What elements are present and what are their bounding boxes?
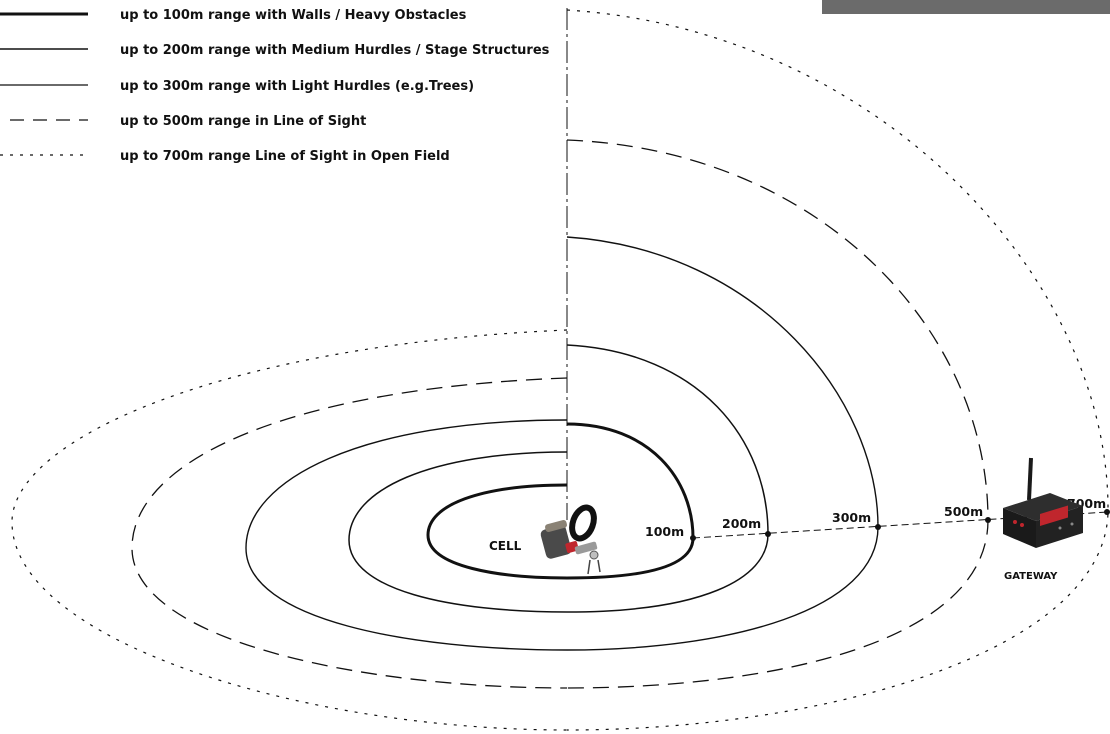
marker-100m [690, 535, 696, 541]
range-contour-700m [11, 9, 1109, 731]
range-label-300m: 300m [832, 510, 871, 525]
legend-label-100m: up to 100m range with Walls / Heavy Obst… [120, 8, 467, 23]
header-bar [822, 0, 1110, 14]
range-contour-200m [348, 344, 769, 613]
gateway-router-icon [1003, 457, 1083, 548]
cell-device-icon [540, 504, 601, 575]
legend-label-700m: up to 700m range Line of Sight in Open F… [120, 149, 450, 164]
legend-label-300m: up to 300m range with Light Hurdles (e.g… [120, 79, 474, 94]
range-contour-500m [131, 139, 989, 689]
marker-300m [875, 524, 881, 530]
marker-700m [1104, 509, 1110, 515]
legend-label-200m: up to 200m range with Medium Hurdles / S… [120, 43, 550, 58]
legend-label-500m: up to 500m range in Line of Sight [120, 114, 366, 129]
range-contour-300m [245, 236, 879, 651]
marker-500m [985, 517, 991, 523]
gateway-label: GATEWAY [1004, 571, 1058, 582]
cell-label: CELL [489, 539, 522, 553]
range-label-500m: 500m [944, 504, 983, 519]
legend: up to 100m range with Walls / Heavy Obst… [0, 8, 550, 164]
range-label-200m: 200m [722, 516, 761, 531]
range-label-100m: 100m [645, 524, 684, 539]
range-markers [690, 509, 1110, 541]
marker-200m [765, 531, 771, 537]
